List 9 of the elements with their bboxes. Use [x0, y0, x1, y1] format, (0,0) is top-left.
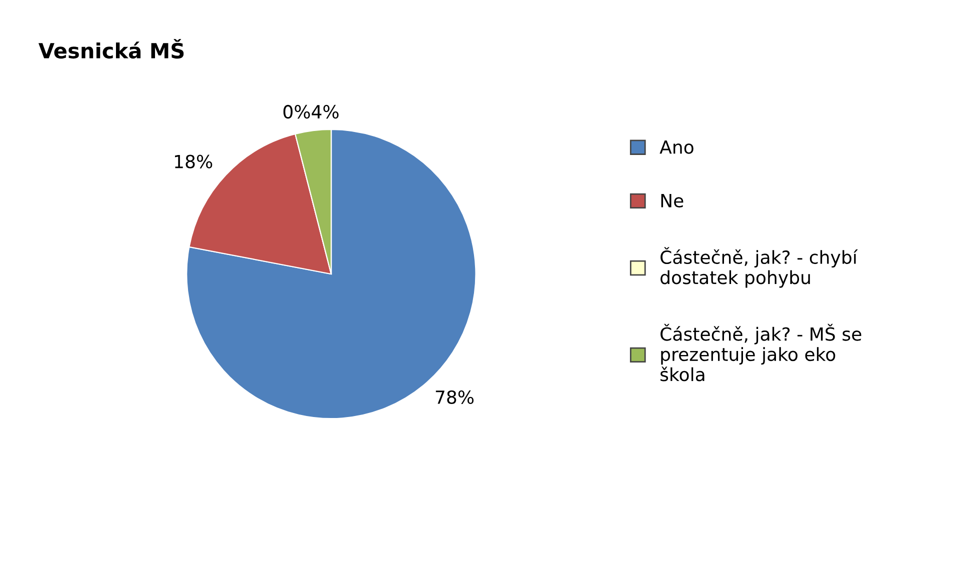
data-label: 4% — [312, 104, 339, 119]
data-label: 18% — [175, 154, 212, 168]
legend-label: Ano — [660, 140, 694, 154]
data-label: 78% — [436, 390, 474, 404]
legend-label: Částečně, jak? - chybí dostatek pohybu — [660, 247, 858, 288]
legend-label: Ne — [661, 194, 684, 208]
chart-title: Vesnická MŠ — [38, 39, 184, 59]
legend-label: Částečně, jak? - MŠ se prezentuje jako eko škola — [660, 324, 862, 382]
text: 0% — [283, 104, 310, 119]
